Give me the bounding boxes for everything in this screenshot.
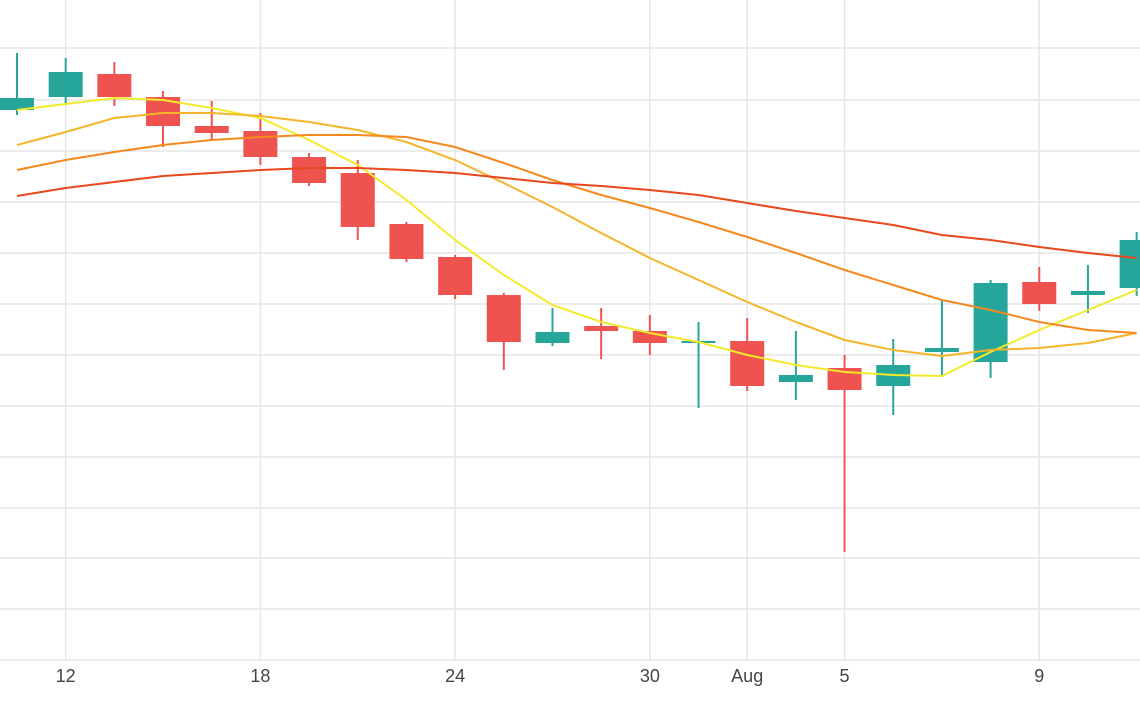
moving-average-line	[16, 134, 1137, 334]
candle-body	[730, 341, 765, 386]
x-tick-label: 9	[1034, 666, 1044, 686]
candle-body	[292, 157, 327, 183]
candle-body	[340, 173, 375, 227]
candle-body	[389, 224, 424, 259]
candle-body	[486, 295, 521, 342]
candle-body	[97, 74, 132, 97]
moving-average-line	[16, 96, 1138, 378]
candle-body	[1022, 282, 1057, 304]
candle-body	[535, 332, 570, 343]
moving-average-line	[16, 167, 1137, 259]
x-tick-label: 12	[56, 666, 76, 686]
x-tick-label: Aug	[731, 666, 763, 686]
x-tick-label: 18	[250, 666, 270, 686]
x-tick-label: 30	[640, 666, 660, 686]
candle-body	[194, 126, 229, 133]
moving-average-line	[16, 112, 1137, 358]
candle-body	[924, 348, 959, 352]
candle-body	[584, 326, 619, 331]
candle-body	[1119, 240, 1140, 288]
candle-body	[48, 72, 83, 97]
candle-body	[778, 375, 813, 382]
candle-body	[243, 131, 278, 157]
candle-body	[0, 98, 34, 110]
x-tick-label: 24	[445, 666, 465, 686]
candle-body	[1070, 291, 1105, 295]
x-tick-label: 5	[840, 666, 850, 686]
candle-body	[438, 257, 473, 295]
